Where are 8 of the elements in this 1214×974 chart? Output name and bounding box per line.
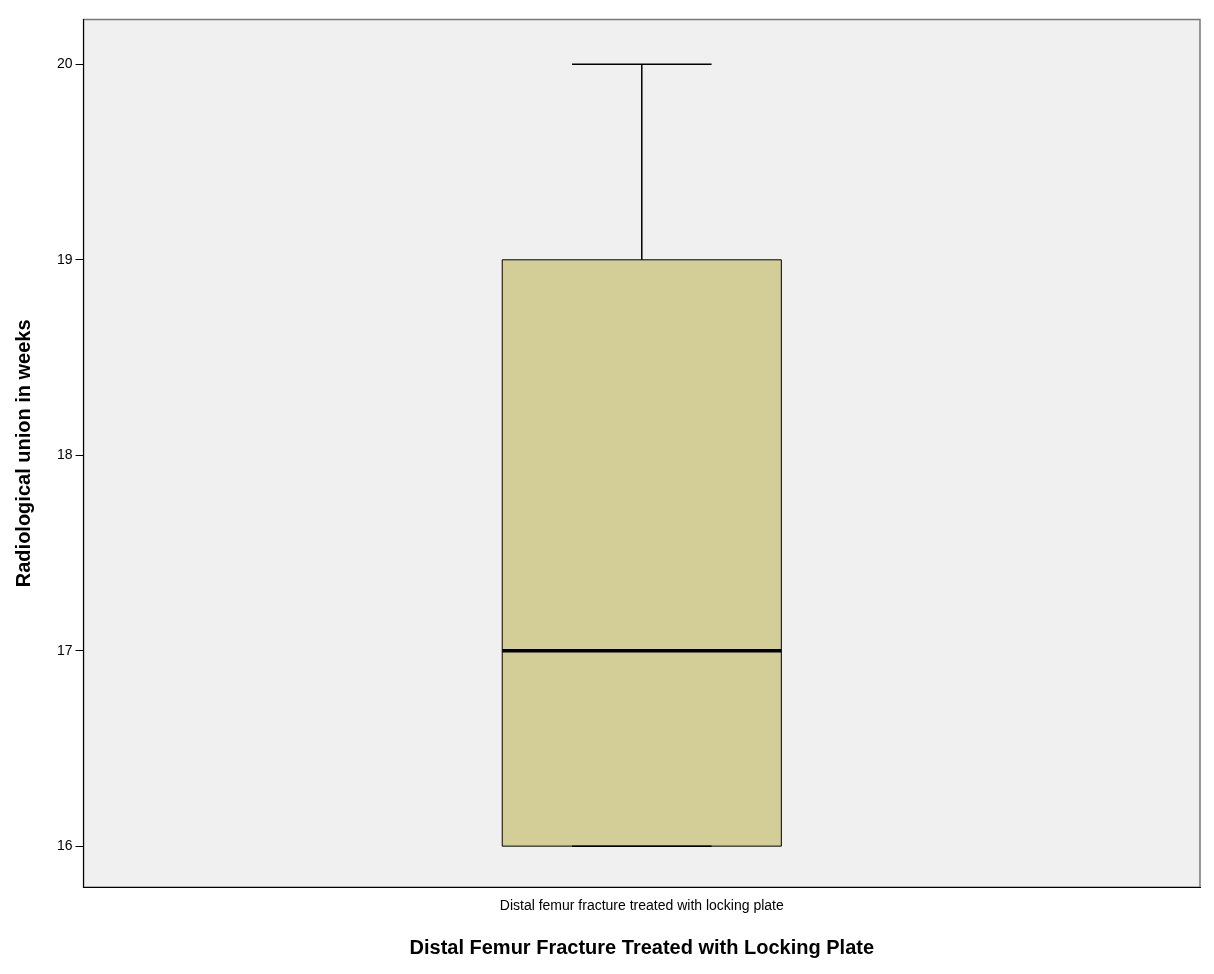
x-axis-title: Distal Femur Fracture Treated with Locking Plate [409,935,875,958]
x-tick-label: Distal femur fracture treated with locking plate [499,897,784,914]
y-tick-label: 16 [56,837,73,854]
y-tick-label: 20 [56,55,73,72]
y-axis-title: Radiological union in weeks [11,319,34,588]
y-tick-label: 18 [56,446,73,463]
y-tick-label: 19 [56,250,73,267]
y-tick-label: 17 [56,641,73,658]
